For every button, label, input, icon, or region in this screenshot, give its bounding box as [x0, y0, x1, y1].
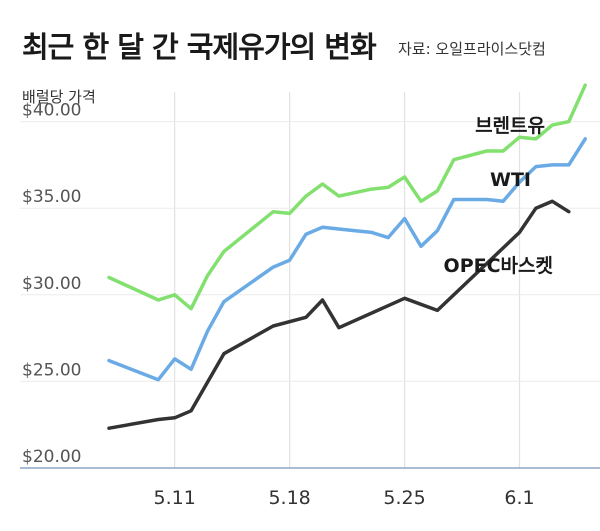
series-label: OPEC바스켓: [444, 255, 553, 277]
series-labels: 브렌트유 WTI OPEC바스켓: [444, 115, 553, 277]
x-tick-label: 6.1: [504, 487, 534, 509]
series-line: [107, 137, 587, 382]
y-axis-unit: 배럴당 가격: [22, 88, 96, 106]
series-line: [107, 83, 587, 311]
series-lines: [107, 83, 587, 430]
x-tick-label: 5.18: [268, 487, 310, 509]
gridlines: [20, 92, 600, 469]
y-axis: $20.00 $25.00 $30.00 $35.00 $40.00: [22, 101, 81, 467]
series-label: 브렌트유: [475, 115, 545, 137]
x-tick-label: 5.25: [383, 487, 425, 509]
chart-title: 최근 한 달 간 국제유가의 변화: [22, 30, 377, 64]
series-label: WTI: [490, 169, 531, 191]
y-tick-label: $25.00: [22, 360, 81, 380]
y-tick-label: $30.00: [22, 274, 81, 294]
y-tick-label: $35.00: [22, 187, 81, 207]
y-tick-label: $40.00: [22, 101, 81, 121]
source-note: 자료: 오일프라이스닷컴: [398, 40, 546, 58]
y-tick-label: $20.00: [22, 447, 81, 467]
x-axis: 5.11 5.18 5.25 6.1: [154, 487, 535, 509]
x-tick-label: 5.11: [154, 487, 196, 509]
series-line: [107, 199, 571, 430]
